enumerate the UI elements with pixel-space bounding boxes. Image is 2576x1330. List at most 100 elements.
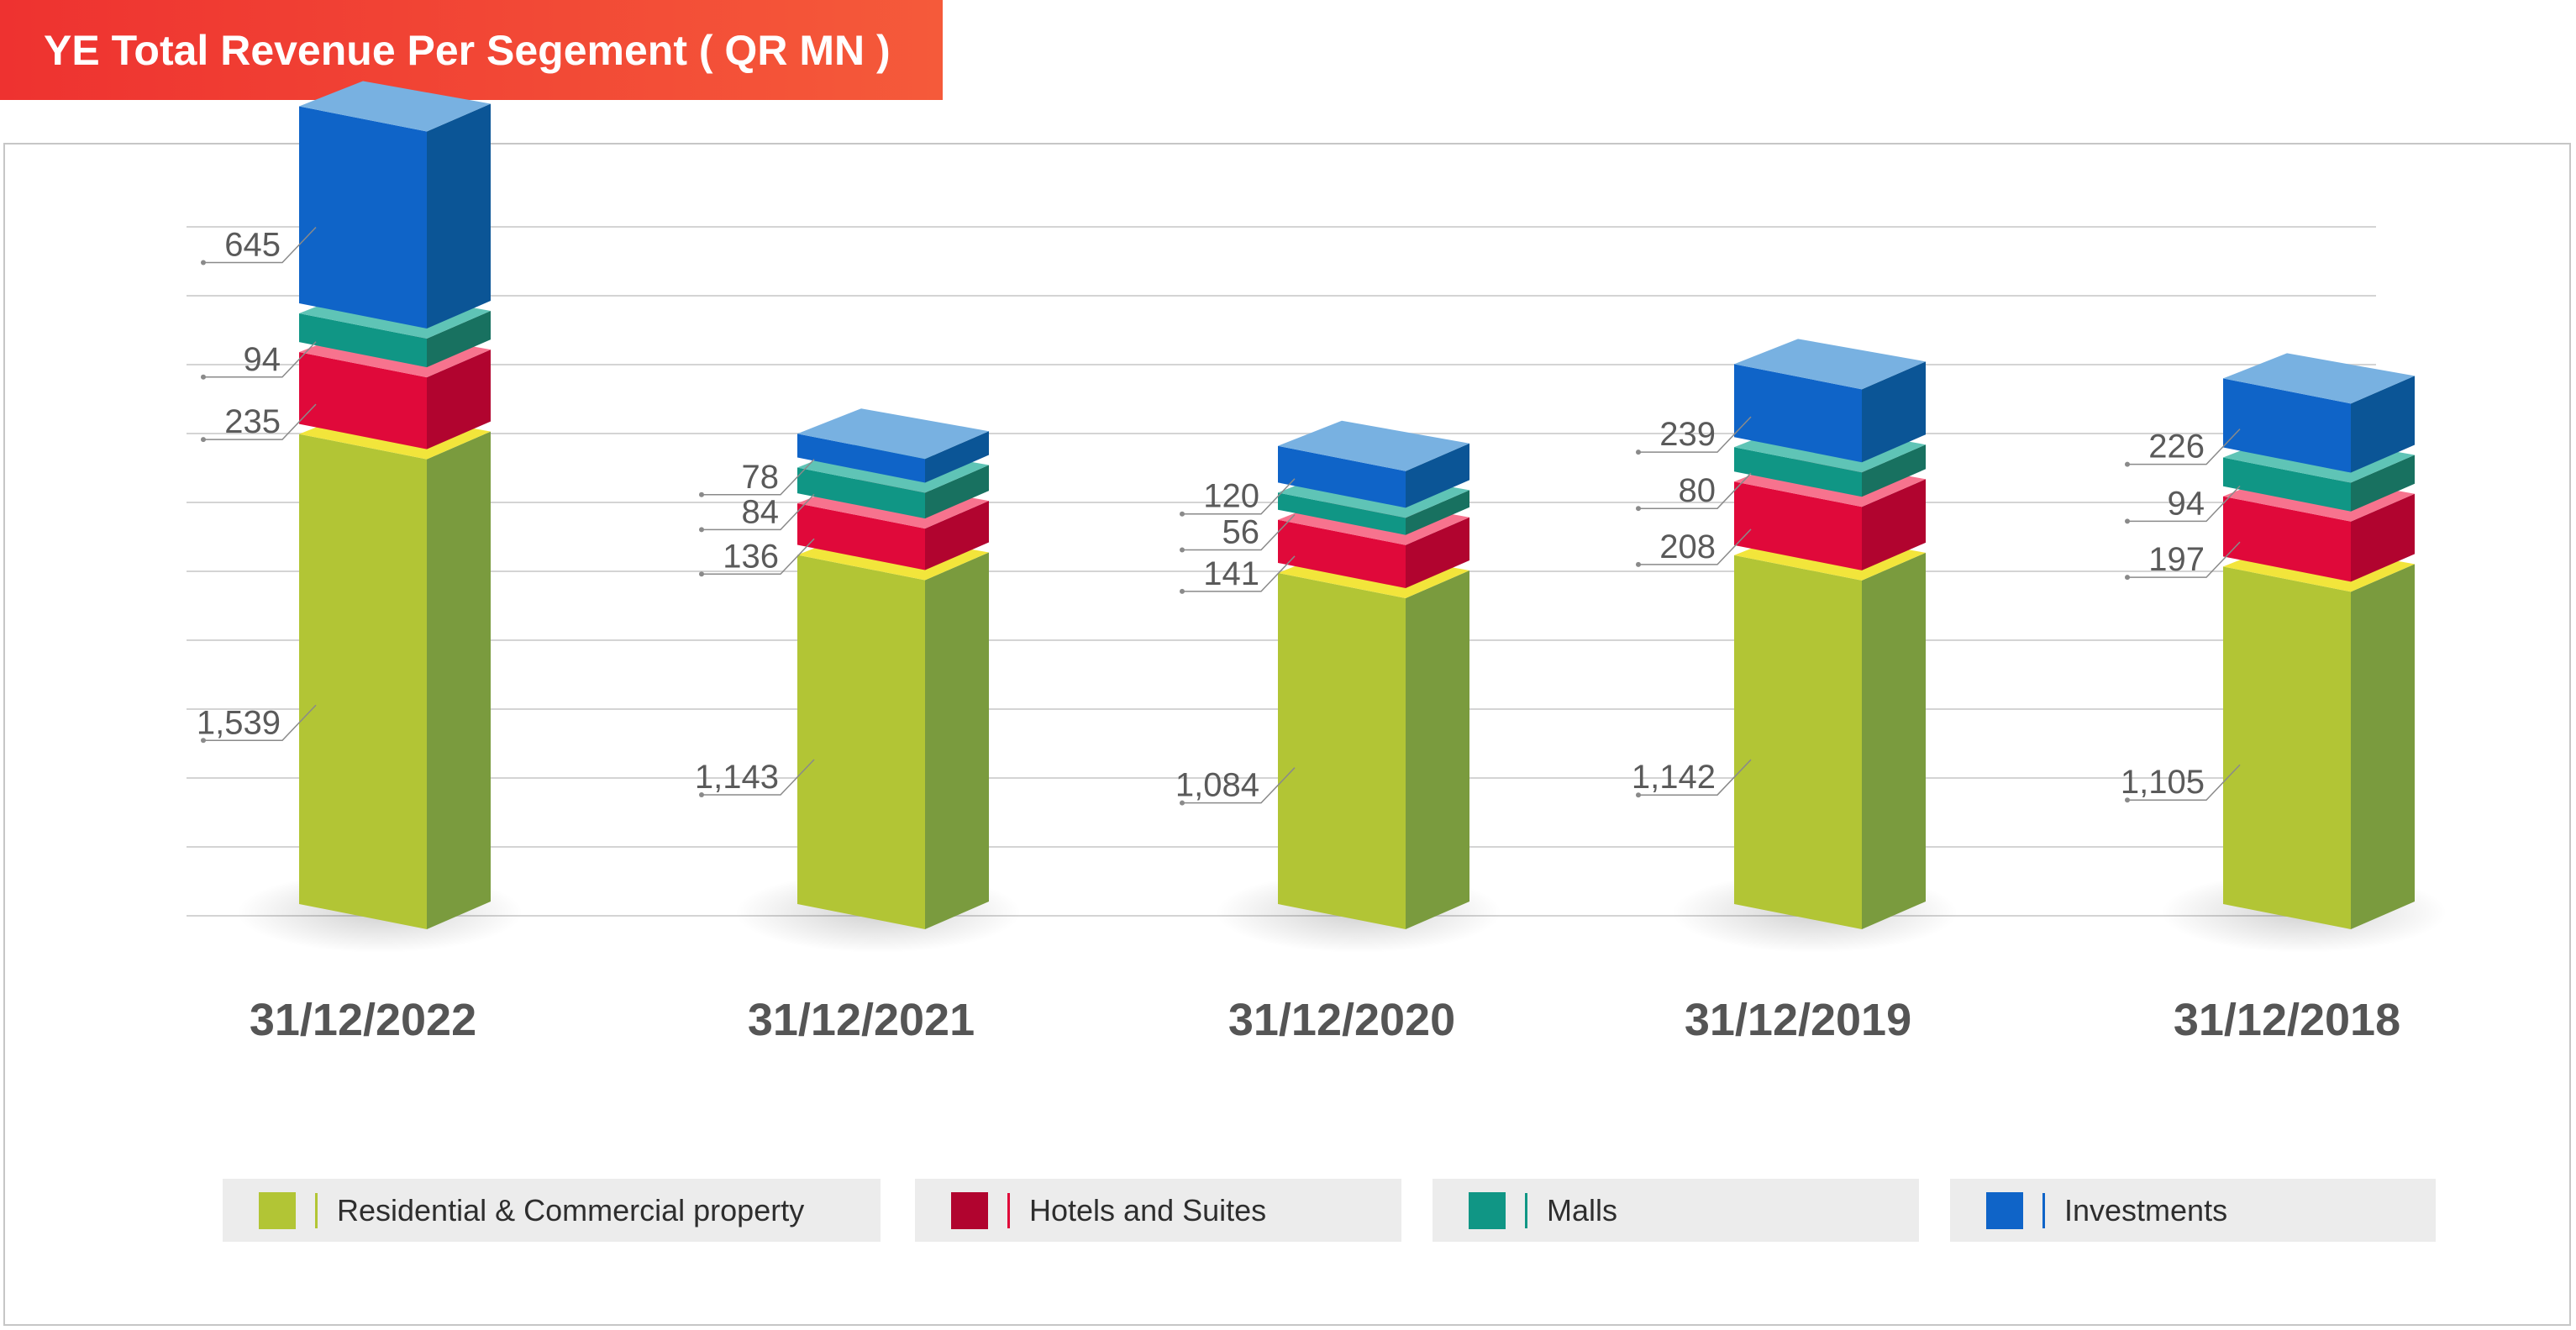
value-label: 197 [2148,541,2205,578]
bar-hotels-side [427,350,491,449]
legend-swatch-residential [259,1192,296,1229]
legend-item-residential: Residential & Commercial property [223,1179,881,1242]
value-label-leader [1182,478,1296,515]
value-label-dot [699,571,704,577]
bar-residential-side [427,431,491,929]
value-label-leader [702,493,815,531]
bar-hotels-side [1862,479,1926,570]
bar-investments-top [797,408,989,460]
bar-investments-front [1734,364,1862,463]
legend-item-investments: Investments [1950,1179,2436,1242]
chart-title: YE Total Revenue Per Segement ( QR MN ) [44,26,891,74]
value-label: 645 [224,226,281,263]
value-label-leader [1638,416,1752,453]
bar-residential-side [1406,570,1469,929]
value-label: 78 [742,459,780,496]
value-label-dot [1180,511,1185,517]
legend-item-hotels: Hotels and Suites [915,1179,1401,1242]
legend-swatch-hotels [951,1192,988,1229]
value-label: 1,539 [197,704,281,741]
value-label-dot [2125,575,2130,581]
value-label: 1,105 [2121,764,2205,801]
bar-malls-front [1278,492,1406,535]
value-label: 1,084 [1175,767,1259,804]
value-label: 1,142 [1632,759,1716,796]
value-label-dot [699,492,704,497]
bar-malls-side [925,465,989,519]
value-label-dot [1180,588,1185,594]
value-label: 56 [1222,514,1260,551]
bar-hotels-front [797,503,925,570]
bar-residential-side [925,552,989,929]
bar-residential-front [2223,566,2351,929]
value-label-leader [203,403,317,440]
bar-malls-front [299,313,427,368]
bar-hotels-side [1406,517,1469,588]
legend-separator [315,1193,318,1228]
bar-hotels-front [299,352,427,449]
value-label-dot [699,527,704,533]
bar-investments-top [299,81,491,132]
bar-malls-front [2223,457,2351,512]
value-label-dot [1180,547,1185,553]
value-label: 94 [2168,485,2205,522]
value-label-leader [1638,759,1752,796]
bar-investments-front [2223,378,2351,473]
value-label-dot [1636,561,1641,567]
value-label-dot [699,792,704,798]
bar-malls-front [797,467,925,519]
value-label: 94 [244,341,281,378]
legend-swatch-investments [1986,1192,2023,1229]
value-label-dot [201,738,206,744]
legend-label-malls: Malls [1547,1193,1618,1227]
value-label-leader [1182,767,1296,804]
bar-hotels-front [1278,519,1406,588]
value-label-leader [702,538,815,576]
category-label: 31/12/2020 [1228,995,1455,1045]
bar-investments-front [299,106,427,329]
bar-hotels-front [2223,496,2351,582]
bar-malls-front [1734,447,1862,497]
value-label-leader [2127,428,2241,465]
title-banner: YE Total Revenue Per Segement ( QR MN ) [0,0,943,100]
value-label-leader [2127,764,2241,801]
bar-investments-side [1862,361,1926,463]
chart-frame [3,143,2571,1326]
bar-investments-side [1406,443,1469,508]
value-label-leader [1182,555,1296,592]
legend-separator [1525,1193,1527,1228]
value-label: 136 [723,538,779,575]
bar-residential-side [1862,552,1926,929]
value-label-dot [201,260,206,265]
legend-label-residential: Residential & Commercial property [337,1193,805,1227]
legend-label-hotels: Hotels and Suites [1029,1193,1267,1227]
bar-investments-top [1278,420,1469,471]
value-label: 120 [1203,478,1259,515]
value-label-dot [1636,449,1641,455]
bar-hotels-front [1734,481,1862,570]
value-label-dot [1180,800,1185,806]
legend-separator [2042,1193,2045,1228]
value-label-dot [2125,518,2130,524]
value-label-leader [2127,485,2241,523]
value-label: 84 [742,493,780,530]
value-label: 239 [1659,416,1716,453]
value-label-leader [1182,514,1296,551]
bar-investments-side [427,103,491,329]
value-label-dot [201,437,206,443]
bar-investments-side [2351,376,2415,473]
bar-residential-front [1734,555,1862,929]
category-label: 31/12/2021 [748,995,975,1045]
value-label-leader [1638,472,1752,509]
bar-malls-side [1406,490,1469,535]
legend-item-malls: Malls [1433,1179,1919,1242]
value-label: 80 [1679,472,1716,509]
category-label: 31/12/2018 [2174,995,2400,1045]
bar-investments-top [2223,353,2415,404]
value-label-dot [2125,461,2130,467]
bar-investments-top [1734,339,1926,390]
value-label: 141 [1203,555,1259,592]
bar-residential-front [1278,572,1406,929]
value-label: 1,143 [695,759,779,796]
